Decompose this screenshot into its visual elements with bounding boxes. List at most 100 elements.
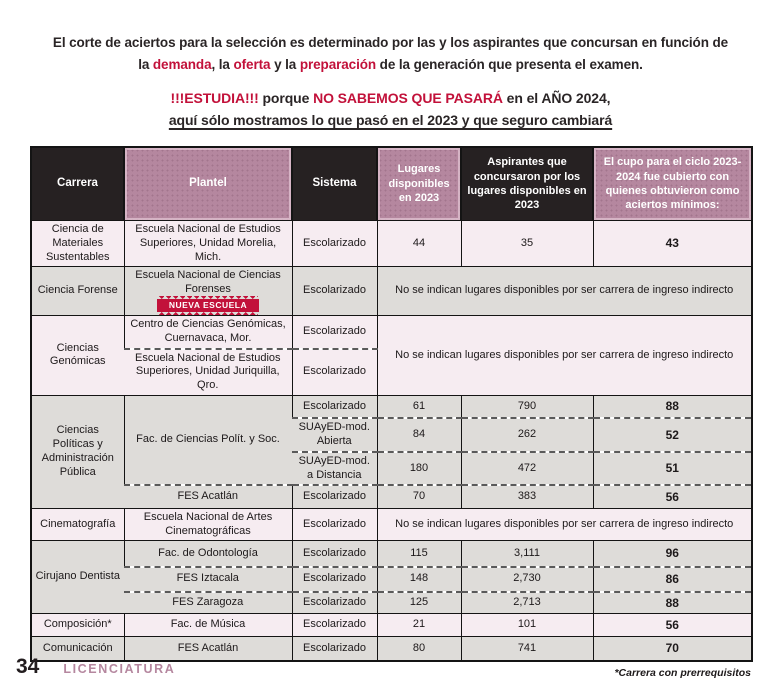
- cell-sistema: Escolarizado: [291, 636, 377, 661]
- intro-keyword-preparacion: preparación: [299, 56, 377, 72]
- cell-plantel: Fac. de Música: [123, 613, 292, 637]
- row-politicas-sub: SUAyED-mod. Abierta 84 262 52: [31, 417, 752, 452]
- cell-plantel: FES Acatlán: [124, 484, 292, 509]
- cell-plantel: Escuela Nacional de Estudios Superiores,…: [124, 347, 292, 396]
- cell-indirect-note: No se indican lugares disponibles por se…: [376, 507, 752, 541]
- cell-lugares: 84: [376, 417, 461, 452]
- cell-carrera: Ciencia de Materiales Sustentables: [31, 220, 124, 267]
- cell-plantel: Fac. de Odontología: [123, 540, 292, 567]
- header-aspirantes: Aspirantes que concursaron por los lugar…: [460, 146, 593, 221]
- cell-sistema: Escolarizado: [291, 394, 377, 419]
- cell-carrera: Cirujano Dentista: [31, 540, 124, 614]
- page-number: 34: [16, 655, 40, 678]
- row-politicas-acatlan: FES Acatlán Escolarizado 70 383 56: [31, 484, 752, 509]
- cell-lugares: 61: [376, 394, 461, 419]
- cell-carrera: Cinematografía: [31, 507, 124, 541]
- row-dentista-sub: FES Iztacala Escolarizado 148 2,730 86: [31, 565, 752, 592]
- cell-plantel: FES Zaragoza: [124, 590, 292, 614]
- cell-aspirantes: 472: [460, 450, 593, 486]
- nueva-escuela-badge: NUEVA ESCUELA: [156, 295, 260, 315]
- cell-cupo: 96: [592, 540, 752, 567]
- cell-sistema: Escolarizado: [291, 347, 377, 396]
- page-footer: 34 LICENCIATURA: [16, 655, 175, 679]
- cell-sistema: Escolarizado: [291, 590, 377, 614]
- cell-carrera: Comunicación: [31, 636, 124, 661]
- cell-aspirantes: 383: [460, 484, 593, 509]
- cell-indirect-note: No se indican lugares disponibles por se…: [376, 315, 752, 396]
- row-composicion: Composición* Fac. de Música Escolarizado…: [31, 613, 752, 637]
- row-genomicas: Ciencias Genómicas Centro de Ciencias Ge…: [31, 315, 752, 396]
- cell-aspirantes: 262: [460, 417, 593, 452]
- intro-text: El corte de aciertos para la selección e…: [52, 35, 729, 72]
- intro-keyword-oferta: oferta: [233, 56, 271, 72]
- row-dentista: Cirujano Dentista Fac. de Odontología Es…: [31, 540, 752, 614]
- cell-sistema: Escolarizado: [291, 613, 377, 637]
- intro-text: , la: [211, 56, 234, 72]
- cell-cupo: 56: [592, 484, 752, 509]
- warning-estudia: !!!ESTUDIA!!!: [170, 90, 259, 107]
- cell-carrera: Ciencias Genómicas: [31, 315, 124, 396]
- cell-plantel: FES Iztacala: [124, 565, 292, 592]
- cell-sistema: Escolarizado: [291, 220, 377, 267]
- warning-no-sabemos: NO SABEMOS QUE PASARÁ: [313, 90, 503, 107]
- cell-cupo: 52: [592, 417, 752, 452]
- badge-line: NUEVA ESCUELA: [128, 295, 289, 315]
- admissions-table-container: Carrera Plantel Sistema Lugares disponib…: [30, 145, 753, 662]
- cell-lugares: 70: [376, 484, 461, 509]
- cell-lugares: 80: [376, 636, 461, 661]
- cell-cupo: 51: [592, 450, 752, 486]
- row-politicas: Ciencias Políticas y Administración Públ…: [31, 394, 752, 509]
- cell-carrera: Ciencias Políticas y Administración Públ…: [31, 394, 124, 509]
- row-comunicacion: Comunicación FES Acatlán Escolarizado 80…: [31, 636, 752, 661]
- cell-plantel: FES Acatlán: [123, 636, 292, 661]
- cell-aspirantes: 741: [460, 636, 593, 661]
- cell-cupo: 43: [592, 220, 752, 267]
- cell-lugares: 125: [376, 590, 461, 614]
- cell-lugares: 44: [376, 220, 461, 267]
- cell-aspirantes: 35: [460, 220, 593, 267]
- header-lugares: Lugares disponibles en 2023: [376, 146, 461, 221]
- cell-plantel: Escuela Nacional de Ciencias Forenses NU…: [123, 266, 292, 316]
- cell-indirect-note: No se indican lugares disponibles por se…: [376, 266, 752, 316]
- intro-paragraph: El corte de aciertos para la selección e…: [51, 32, 731, 75]
- section-label: LICENCIATURA: [63, 662, 176, 676]
- cell-sistema: Escolarizado: [291, 266, 377, 316]
- cell-sistema: Escolarizado: [291, 540, 377, 567]
- cell-cupo: 56: [592, 613, 752, 637]
- cell-aspirantes: 3,111: [460, 540, 593, 567]
- row-forense: Ciencia Forense Escuela Nacional de Cien…: [31, 266, 752, 316]
- cell-aspirantes: 790: [460, 394, 593, 419]
- cell-plantel: Fac. de Ciencias Polít. y Soc.: [123, 394, 292, 486]
- cell-sistema: Escolarizado: [291, 315, 377, 349]
- cell-lugares: 148: [376, 565, 461, 592]
- header-carrera: Carrera: [31, 146, 124, 221]
- cell-aspirantes: 2,713: [460, 590, 593, 614]
- plantel-name: Escuela Nacional de Ciencias Forenses: [135, 269, 281, 296]
- row-materiales: Ciencia de Materiales Sustentables Escue…: [31, 220, 752, 267]
- cell-cupo: 88: [592, 590, 752, 614]
- cell-carrera: Ciencia Forense: [31, 266, 124, 316]
- row-cinematografia: Cinematografía Escuela Nacional de Artes…: [31, 507, 752, 541]
- cell-sistema: Escolarizado: [291, 565, 377, 592]
- cell-lugares: 21: [376, 613, 461, 637]
- table-header-row: Carrera Plantel Sistema Lugares disponib…: [31, 146, 752, 221]
- intro-text: y la: [270, 56, 300, 72]
- cell-plantel: Escuela Nacional de Estudios Superiores,…: [123, 220, 292, 267]
- cell-plantel: Escuela Nacional de Artes Cinematográfic…: [123, 507, 292, 541]
- cell-plantel: Centro de Ciencias Genómicas, Cuernavaca…: [123, 315, 292, 349]
- admissions-table: Carrera Plantel Sistema Lugares disponib…: [30, 145, 753, 662]
- cell-carrera: Composición*: [31, 613, 124, 637]
- cell-sistema: SUAyED-mod. Abierta: [292, 417, 377, 452]
- cell-sistema: Escolarizado: [291, 484, 377, 509]
- cell-cupo: 86: [592, 565, 752, 592]
- header-plantel: Plantel: [123, 146, 292, 221]
- warning-text: porque: [258, 90, 314, 107]
- cell-cupo: 70: [592, 636, 752, 661]
- warning-text: en el AÑO 2024,: [502, 90, 611, 107]
- row-dentista-sub: FES Zaragoza Escolarizado 125 2,713 88: [31, 590, 752, 614]
- cell-sistema: Escolarizado: [291, 507, 377, 541]
- warning-paragraph: !!!ESTUDIA!!! porque NO SABEMOS QUE PASA…: [0, 88, 781, 131]
- cell-sistema: SUAyED-mod. a Distancia: [292, 450, 377, 486]
- warning-underlined-line: aquí sólo mostramos lo que pasó en el 20…: [168, 111, 613, 128]
- cell-aspirantes: 2,730: [460, 565, 593, 592]
